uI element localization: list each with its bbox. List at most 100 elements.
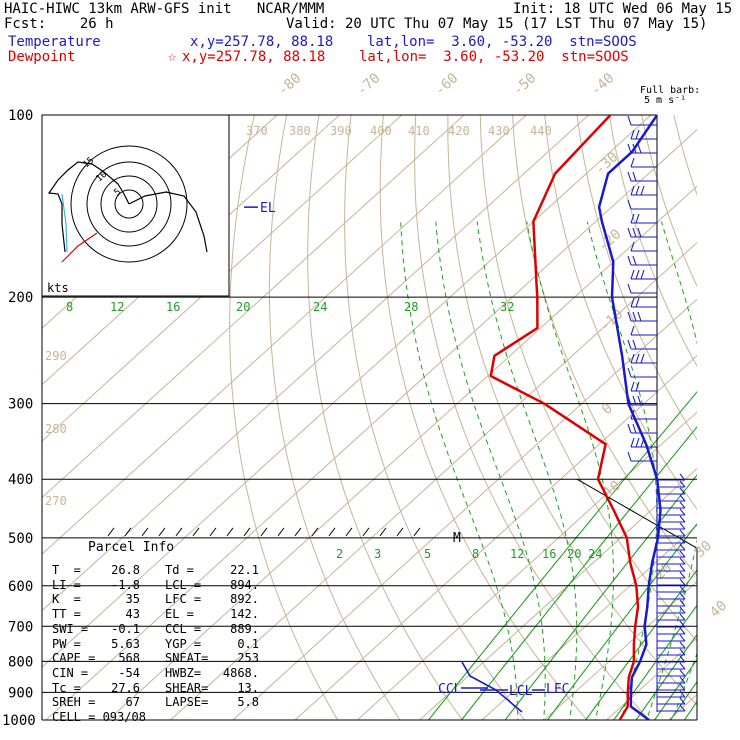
mixing-ratio-label: 32 xyxy=(500,300,514,314)
dewpoint-profile-point xyxy=(543,403,545,405)
barb-feather xyxy=(679,704,686,712)
barb-feather xyxy=(679,543,686,551)
barb-feather xyxy=(630,409,635,420)
hodograph-ring xyxy=(100,175,158,233)
wind-barb xyxy=(627,367,657,378)
dewpoint-profile-point xyxy=(635,585,637,587)
barb-feather xyxy=(679,641,686,649)
dewpoint-location-info: x,y=257.78, 88.18 lat,lon= 3.60, -53.20 … xyxy=(182,49,629,65)
dewpoint-profile-point xyxy=(609,115,611,116)
wind-barb xyxy=(630,297,657,308)
barb-feather xyxy=(632,423,637,434)
parcel-param-label: T = xyxy=(52,563,81,577)
temperature-profile-point xyxy=(612,261,614,263)
dewpoint-profile-point xyxy=(633,660,635,663)
ccl-label: CCL xyxy=(438,682,462,697)
forecast-hour: Fcst: 26 h xyxy=(4,16,114,32)
parcel-param-value: 253 xyxy=(237,651,259,666)
isotherm-line xyxy=(357,411,697,720)
barb-feather xyxy=(679,522,686,530)
dry-adiabat-line xyxy=(379,115,588,720)
barb-feather xyxy=(627,227,632,238)
isotherm-line xyxy=(543,580,697,720)
wind-barb xyxy=(630,409,657,420)
barb-feather xyxy=(637,227,642,238)
dry-adiabat-line xyxy=(576,115,697,441)
moist-adiabat-line xyxy=(671,652,697,720)
barb-feather xyxy=(627,311,632,322)
dewpoint-profile-point xyxy=(605,443,607,445)
parcel-param-value: 43 xyxy=(125,607,140,622)
isotherm-label: 30 xyxy=(692,538,715,561)
isotherm-label: 40 xyxy=(707,598,730,621)
barb-feather xyxy=(679,494,686,502)
parcel-param-label: Tc = xyxy=(52,680,81,695)
parcel-param-label: CCL = xyxy=(165,621,202,636)
mixing-ratio-line xyxy=(585,569,697,720)
temperature-profile-point xyxy=(630,691,632,693)
barb-feather xyxy=(630,381,635,392)
parcel-param-label: TT = xyxy=(52,607,81,622)
parcel-param-value: 35 xyxy=(125,592,140,607)
temperature-profile-point xyxy=(659,509,662,511)
wind-barb-low xyxy=(657,697,686,705)
isotherm-line xyxy=(419,467,697,720)
wind-barb-low xyxy=(657,571,686,579)
isotherm-line xyxy=(481,524,697,720)
barb-feather xyxy=(679,571,686,579)
mixing-ratio-lines xyxy=(400,221,697,720)
barb-feather xyxy=(679,585,686,593)
dry-adiabats xyxy=(229,115,697,720)
axis-tick xyxy=(413,527,421,537)
mixing-ratio-label: 28 xyxy=(404,300,418,314)
wind-barb-low xyxy=(657,494,686,502)
barb-feather xyxy=(632,395,637,406)
profile-series xyxy=(461,115,662,720)
init-time: Init: 18 UTC Wed 06 May 15 xyxy=(513,1,733,17)
barb-feather xyxy=(679,578,686,586)
dry-adiabat-label: 290 xyxy=(45,349,67,363)
parcel-param-label: LAPSE= xyxy=(165,695,209,710)
mixing-ratio-label: 20 xyxy=(567,547,581,561)
parcel-param-label: K = xyxy=(52,592,81,607)
temperature-profile-point xyxy=(639,660,641,663)
barb-feather xyxy=(640,437,645,448)
axis-tick xyxy=(107,527,115,537)
parcel-param-value: 5.8 xyxy=(237,695,259,710)
wind-barb xyxy=(627,227,657,238)
dry-adiabat-line xyxy=(268,115,401,720)
wind-barb-low xyxy=(657,529,686,537)
temperature-profile-point xyxy=(631,151,633,153)
dry-adiabat-line xyxy=(479,115,697,642)
barb-feather xyxy=(627,451,632,462)
parcel-param-label: HWBZ= xyxy=(165,665,202,680)
hodograph-ring xyxy=(114,189,144,219)
pressure-tick-label: 700 xyxy=(8,619,33,635)
wind-barbs xyxy=(627,115,686,712)
parcel-info-title: Parcel Info xyxy=(88,540,175,555)
dewpoint-profile-point xyxy=(490,375,492,377)
wind-barb xyxy=(627,143,657,154)
isotherm-line xyxy=(606,637,697,720)
barb-feather xyxy=(679,529,686,537)
temperature-profile-point xyxy=(630,705,632,708)
wind-barb-low xyxy=(657,620,686,628)
temperature-profile-point xyxy=(631,676,633,678)
isotherm-label: -80 xyxy=(275,70,305,99)
wind-barb-low xyxy=(657,690,686,698)
barb-feather xyxy=(679,487,686,495)
axis-tick xyxy=(294,527,302,537)
barb-feather xyxy=(632,227,637,238)
parcel-param-value: 894. xyxy=(230,577,259,592)
barb-legend-units: 5 m s⁻¹ xyxy=(644,95,687,106)
axis-tick xyxy=(260,527,268,537)
barb-feather xyxy=(635,213,640,224)
dry-adiabat-label: 410 xyxy=(408,124,430,138)
wind-barb-low xyxy=(657,704,686,712)
parcel-param-label: SNEAT= xyxy=(165,651,209,666)
parcel-param-label: PW = xyxy=(52,636,81,651)
barb-feather xyxy=(630,325,635,336)
parcel-param-value: 142. xyxy=(230,607,259,622)
wind-barb-low xyxy=(657,592,686,600)
